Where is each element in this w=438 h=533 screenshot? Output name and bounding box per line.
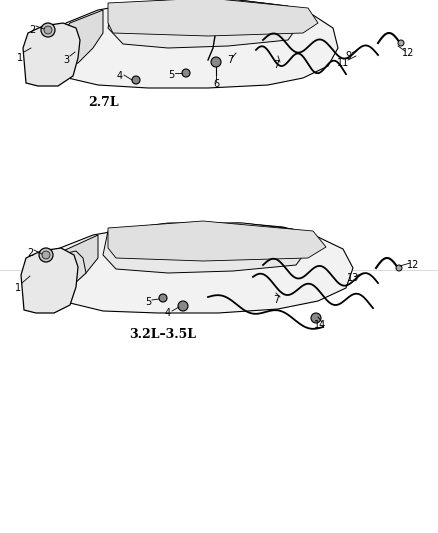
Text: 13: 13 xyxy=(347,273,359,283)
Text: 7: 7 xyxy=(273,60,279,70)
Polygon shape xyxy=(43,223,353,313)
Text: 4: 4 xyxy=(117,71,123,81)
Polygon shape xyxy=(21,248,78,313)
Circle shape xyxy=(41,23,55,37)
Polygon shape xyxy=(48,0,338,88)
Polygon shape xyxy=(53,10,103,70)
Polygon shape xyxy=(103,223,308,273)
Polygon shape xyxy=(108,0,318,36)
Text: 12: 12 xyxy=(407,260,419,270)
Text: 4: 4 xyxy=(165,308,171,318)
Text: 7: 7 xyxy=(273,295,279,305)
Polygon shape xyxy=(36,251,86,308)
Circle shape xyxy=(178,301,188,311)
Text: 1: 1 xyxy=(15,283,21,293)
Circle shape xyxy=(42,251,50,259)
Text: 7: 7 xyxy=(227,55,233,65)
Text: 1: 1 xyxy=(17,53,23,63)
Polygon shape xyxy=(108,221,326,261)
Text: 3: 3 xyxy=(63,55,69,65)
Circle shape xyxy=(396,265,402,271)
Circle shape xyxy=(39,248,53,262)
Text: 9: 9 xyxy=(345,51,351,61)
Text: 2.7L: 2.7L xyxy=(88,96,118,109)
Text: 11: 11 xyxy=(337,58,349,68)
Circle shape xyxy=(44,26,52,34)
Text: 5: 5 xyxy=(145,297,151,307)
Text: 2: 2 xyxy=(27,248,33,258)
Text: 12: 12 xyxy=(402,48,414,58)
Text: 6: 6 xyxy=(213,79,219,89)
Text: 5: 5 xyxy=(168,70,174,80)
Circle shape xyxy=(182,69,190,77)
Circle shape xyxy=(132,76,140,84)
Circle shape xyxy=(211,57,221,67)
Circle shape xyxy=(159,294,167,302)
Polygon shape xyxy=(108,0,298,48)
Circle shape xyxy=(311,313,321,323)
Polygon shape xyxy=(46,235,98,295)
Polygon shape xyxy=(23,23,80,86)
Text: 14: 14 xyxy=(314,320,326,330)
Text: 2: 2 xyxy=(29,25,35,35)
Circle shape xyxy=(398,40,404,46)
Text: 3.2L–3.5L: 3.2L–3.5L xyxy=(130,328,197,342)
